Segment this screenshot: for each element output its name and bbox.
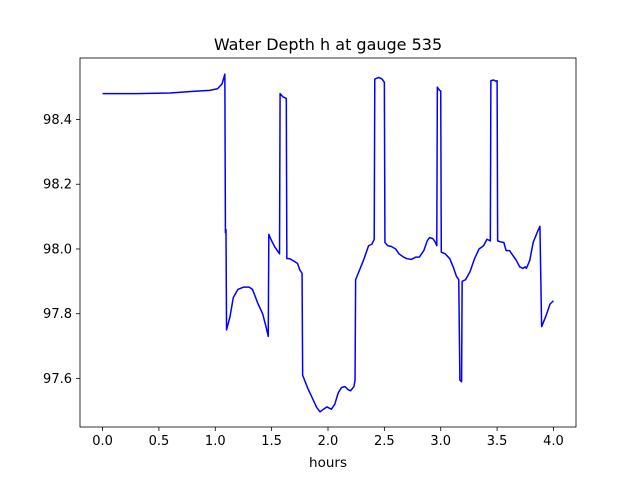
series-line [102,73,554,413]
x-tick-label: 3.0 [430,434,451,449]
x-tick-label: 4.0 [543,434,564,449]
axis-ticks: 0.0 0.5 1.0 1.5 2.0 2.5 3.0 3.5 4.0 97.6 97.8 98.0 9… [43,113,564,449]
chart-title: Water Depth h at gauge 535 [214,35,442,54]
plot-frame [79,57,577,428]
x-tick-label: 2.5 [374,434,395,449]
y-tick-label: 97.8 [43,307,72,322]
x-axis-label: hours [309,455,347,471]
x-tick-label: 0.0 [92,434,113,449]
y-tick-label: 98.4 [43,113,72,128]
y-tick-label: 97.6 [43,372,72,387]
x-tick-label: 0.5 [149,434,170,449]
y-tick-label: 98.2 [43,178,72,193]
x-tick-label: 1.5 [261,434,282,449]
x-tick-label: 1.0 [205,434,226,449]
x-tick-label: 2.0 [318,434,339,449]
x-tick-label: 3.5 [487,434,508,449]
y-tick-label: 98.0 [43,242,72,257]
